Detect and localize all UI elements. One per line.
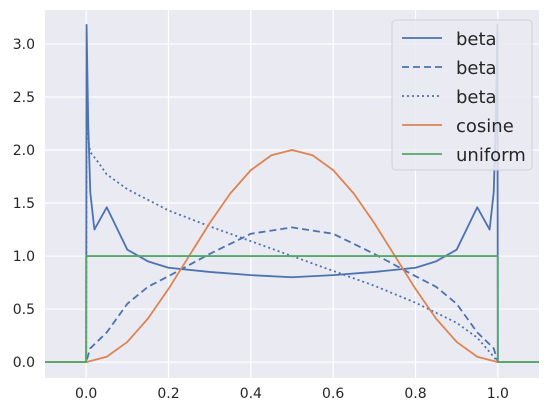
series-lines <box>45 23 539 363</box>
y-tick-label: 1.5 <box>13 196 35 212</box>
x-tick-label: 0.8 <box>404 386 426 402</box>
legend-box <box>391 19 533 171</box>
y-tick-label: 2.5 <box>13 90 35 106</box>
y-tick-label: 3.0 <box>13 37 35 53</box>
y-tick-labels: 0.0 0.5 1.0 1.5 2.0 2.5 3.0 <box>13 37 35 371</box>
series-line-beta-0 <box>45 23 539 363</box>
y-tick-label: 0.5 <box>13 302 35 318</box>
x-tick-label: 0.2 <box>157 386 179 402</box>
legend: beta beta beta cosine uniform <box>391 19 533 171</box>
legend-label: beta <box>456 87 497 108</box>
legend-label: beta <box>456 29 497 50</box>
y-tick-label: 1.0 <box>13 249 35 265</box>
x-tick-label: 0.6 <box>322 386 344 402</box>
series-line-beta-1 <box>45 226 539 363</box>
x-tick-label: 0.0 <box>75 386 97 402</box>
series-line-cosine-3 <box>45 149 539 363</box>
y-tick-label: 0.0 <box>13 355 35 371</box>
x-tick-label: 0.4 <box>240 386 262 402</box>
y-tick-label: 2.0 <box>13 143 35 159</box>
legend-label: uniform <box>456 145 526 166</box>
legend-label: cosine <box>456 116 514 137</box>
legend-label: beta <box>456 58 497 79</box>
series-line-uniform-4 <box>45 255 539 363</box>
x-tick-labels: 0.0 0.2 0.4 0.6 0.8 1.0 <box>75 386 509 402</box>
x-tick-label: 1.0 <box>487 386 509 402</box>
